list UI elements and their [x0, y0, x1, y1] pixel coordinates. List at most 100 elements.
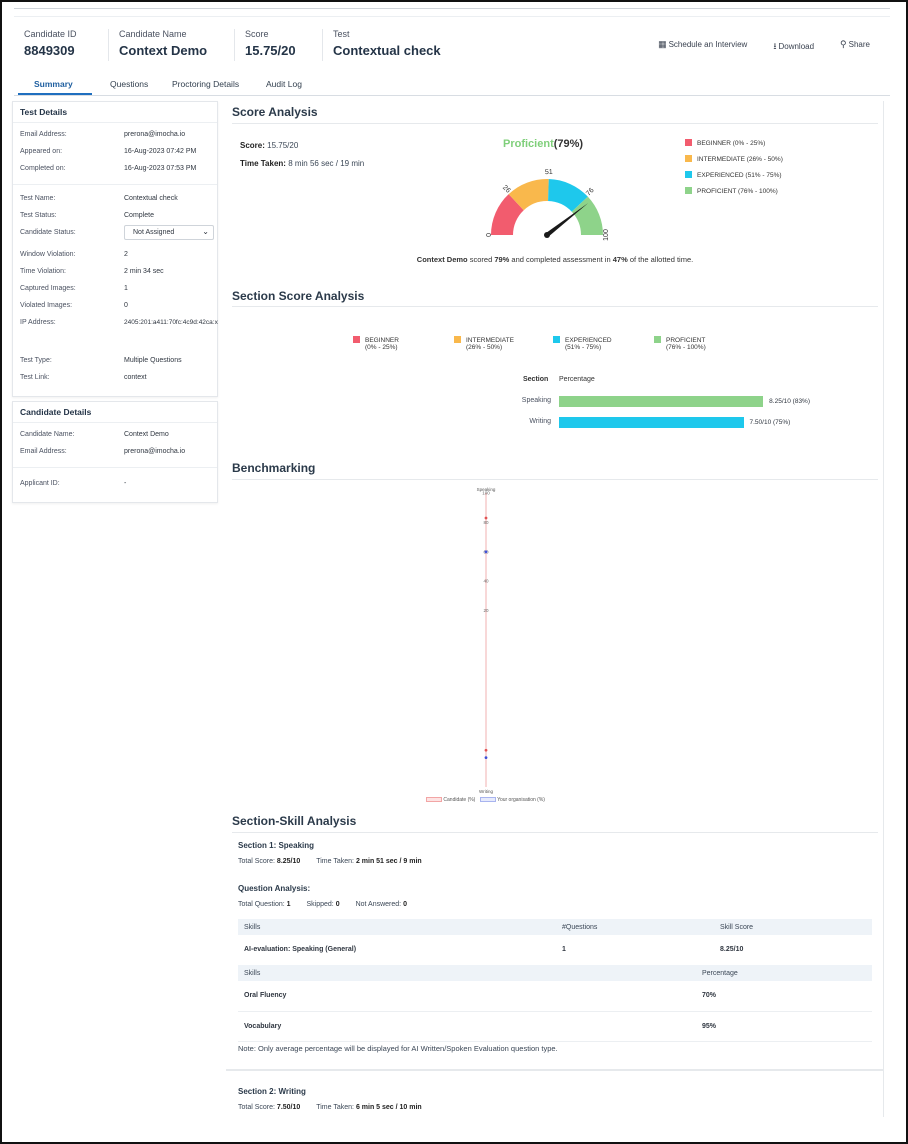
radar-point[interactable] — [484, 516, 488, 520]
cd-applicant-label: Applicant ID: — [20, 480, 60, 487]
cd-email-label: Email Address: — [20, 448, 67, 455]
table-row: Vocabulary 95% — [238, 1011, 872, 1042]
sub-skill-pct: 70% — [696, 981, 872, 1012]
radar-point[interactable] — [484, 748, 488, 752]
score-value: 15.75/20 — [245, 43, 296, 58]
skill-score-cell: 8.25/10 — [714, 935, 872, 966]
cd-name-label: Candidate Name: — [20, 431, 75, 438]
tab-summary[interactable]: Summary — [34, 79, 73, 89]
share-button[interactable]: ⚲ Share — [840, 39, 870, 55]
qa-total-label: Total Question: — [238, 901, 285, 908]
section1-stats: Total Score: 8.25/10 Time Taken: 2 min 5… — [238, 858, 422, 865]
email-row: Email Address: prerona@imocha.io — [13, 127, 217, 144]
candidate-id-value: 8849309 — [24, 43, 75, 58]
violated-images-value: 0 — [124, 302, 128, 309]
radar-point[interactable] — [484, 756, 488, 759]
benchmarking-rule — [232, 479, 878, 480]
section-bar-label: Speaking — [521, 397, 551, 404]
gauge-tick-label: 100 — [603, 229, 610, 241]
question-analysis-title: Question Analysis: — [238, 884, 311, 893]
cd-name-value: Context Demo — [124, 431, 169, 438]
completed-value: 16-Aug-2023 07:53 PM — [124, 165, 197, 172]
section-score-rule — [232, 306, 878, 307]
level-heading: Proficient(79%) — [503, 138, 583, 150]
summary-text-3: of the allotted time. — [627, 255, 694, 264]
score-label: Score — [245, 29, 269, 39]
radar-top-label: Speaking — [477, 487, 496, 492]
radar-point[interactable] — [484, 550, 488, 554]
table-row: Oral Fluency 70% — [238, 981, 872, 1012]
test-status-value: Complete — [124, 212, 154, 219]
time-taken-value: 8 min 56 sec / 19 min — [288, 159, 365, 168]
s2-time-label: Time Taken: — [316, 1104, 354, 1111]
qa-na-label: Not Answered: — [355, 901, 402, 908]
tab-questions[interactable]: Questions — [110, 79, 149, 89]
s2-total-value: 7.50/10 — [276, 1104, 301, 1111]
candidate-status-select[interactable]: Not Assigned ⌄ — [124, 225, 214, 240]
window-violation-value: 2 — [124, 251, 128, 258]
window-violation-row: Window Violation: 2 — [13, 247, 217, 264]
active-tab-indicator — [18, 93, 92, 95]
divider — [13, 184, 217, 185]
appeared-value: 16-Aug-2023 07:42 PM — [124, 148, 197, 155]
time-violation-value: 2 min 34 sec — [124, 268, 164, 275]
section-bar[interactable] — [559, 396, 764, 407]
schedule-interview-button[interactable]: ▦ Schedule an Interview — [658, 39, 747, 55]
candidate-status-row: Candidate Status: Not Assigned ⌄ — [13, 225, 217, 247]
section-bar[interactable] — [559, 417, 744, 428]
summary-text-1: scored — [467, 255, 495, 264]
candidate-swatch — [426, 797, 442, 802]
level-name: Proficient — [503, 138, 554, 150]
section1-title: Section 1: Speaking — [238, 841, 315, 850]
radar-points — [484, 516, 488, 759]
s1-time-label: Time Taken: — [316, 858, 354, 865]
score-analysis-score-label: Score: — [240, 141, 265, 150]
share-icon: ⚲ — [840, 39, 847, 49]
score-analysis-rule — [232, 123, 878, 124]
download-button[interactable]: ⭳ Download — [773, 39, 814, 55]
table-row: AI-evaluation: Speaking (General) 1 8.25… — [238, 935, 872, 966]
candidate-id-label: Candidate ID — [24, 29, 77, 39]
org-swatch — [479, 797, 496, 802]
s1-total-label: Total Score: — [238, 858, 275, 865]
ip-address-value: 2405:201:a411:70fc:4c9d:42ca:x — [124, 319, 218, 326]
legend-proficient: PROFICIENT (76% - 100%) — [685, 187, 778, 195]
sidebar: Test Details Email Address: prerona@imoch… — [12, 101, 218, 503]
test-status-label: Test Status: — [20, 212, 57, 219]
email-value: prerona@imocha.io — [124, 131, 186, 138]
violated-images-row: Violated Images: 0 — [13, 298, 217, 315]
tab-audit-log[interactable]: Audit Log — [266, 79, 302, 89]
score-gauge: 0 26 51 76 100 — [484, 169, 610, 241]
qa-skipped-label: Skipped: — [306, 901, 334, 908]
schedule-label: Schedule an Interview — [668, 40, 748, 49]
table-header-row: Skills Percentage — [238, 965, 872, 981]
gauge-tick-label: 26 — [501, 184, 512, 195]
summary-text-2: and completed assessment in — [509, 255, 613, 264]
qa-na-value: 0 — [403, 901, 407, 908]
candidate-name-value: Context Demo — [119, 43, 208, 58]
sub-skill-name: Vocabulary — [238, 1011, 696, 1042]
legend-org[interactable]: Your organisation (%) — [497, 797, 545, 803]
gauge-band-experienced — [548, 179, 588, 212]
candidate-details-card: Candidate Details Candidate Name: Context… — [12, 401, 218, 503]
radar-tick-label: 20 — [483, 608, 489, 613]
test-type-label: Test Type: — [20, 357, 52, 364]
th-percentage: Percentage — [696, 965, 872, 981]
test-link-value[interactable]: context — [124, 374, 147, 381]
time-violation-label: Time Violation: — [20, 268, 66, 275]
sub-skill-table: Skills Percentage Oral Fluency 70% Vocab… — [238, 965, 872, 1042]
tab-proctoring-details[interactable]: Proctoring Details — [172, 79, 240, 89]
header-actions: ▦ Schedule an Interview ⭳ Download ⚲ Share — [658, 39, 870, 55]
question-count-cell: 1 — [556, 935, 714, 966]
legend-experienced: EXPERIENCED (51% - 75%) — [685, 171, 782, 179]
legend-candidate[interactable]: Candidate (%) — [443, 797, 476, 803]
section-legend-intermediate: INTERMEDIATE (26% - 50%) — [454, 336, 514, 351]
radar-tick-label: 40 — [483, 579, 489, 584]
divider — [13, 467, 217, 468]
test-value: Contextual check — [333, 43, 441, 58]
th-skill-score: Skill Score — [714, 919, 872, 935]
test-type-row: Test Type: Multiple Questions — [13, 353, 217, 370]
main-content: Score Analysis Score: 15.75/20 Time Take… — [226, 101, 884, 1117]
col-section-header: Section — [523, 376, 549, 383]
gauge-needle-hub — [544, 232, 550, 238]
